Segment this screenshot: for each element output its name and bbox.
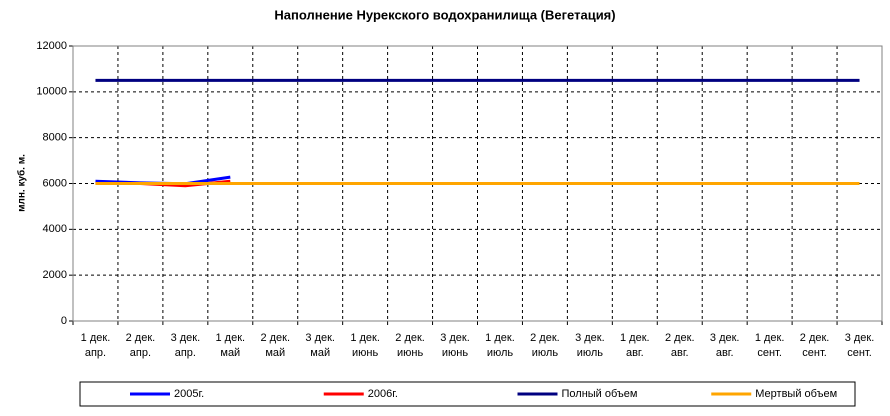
x-tick-label: 1 дек. авг.	[620, 332, 650, 359]
legend-label: 2005г.	[174, 388, 204, 400]
x-tick-label: 2 дек. май	[260, 332, 291, 359]
x-tick-label: 1 дек. апр.	[80, 332, 111, 359]
x-tick-label: 1 дек. сент.	[754, 332, 785, 359]
x-tick-label: 2 дек. июль	[530, 332, 560, 359]
x-tick-label: 1 дек. июль	[485, 332, 515, 359]
x-tick-label: 1 дек. июнь	[350, 332, 380, 359]
x-tick-label: 3 дек. апр.	[170, 332, 201, 359]
x-tick-label: 2 дек. сент.	[799, 332, 830, 359]
y-tick-label: 0	[61, 315, 67, 327]
y-tick-label: 6000	[43, 177, 67, 189]
x-tick-label: 3 дек. сент.	[844, 332, 875, 359]
x-tick-label: 3 дек. авг.	[709, 332, 740, 359]
y-axis-label: млн. куб. м.	[16, 154, 28, 212]
y-tick-label: 4000	[43, 223, 67, 235]
y-tick-label: 2000	[43, 269, 67, 281]
y-tick-label: 12000	[36, 40, 67, 52]
x-tick-label: 2 дек. апр.	[125, 332, 156, 359]
x-tick-label: 2 дек. июнь	[395, 332, 425, 359]
x-tick-label: 3 дек. июль	[575, 332, 605, 359]
x-tick-label: 1 дек. май	[215, 332, 246, 359]
x-tick-label: 3 дек. июнь	[440, 332, 470, 359]
y-tick-label: 8000	[43, 132, 67, 144]
plot-frame	[72, 45, 883, 322]
legend-label: Мертвый объем	[755, 388, 837, 400]
chart-title: Наполнение Нурекского водохранилища (Вег…	[274, 7, 615, 22]
x-tick-label: 2 дек. авг.	[664, 332, 695, 359]
y-tick-label: 10000	[36, 86, 67, 98]
legend-label: 2006г.	[368, 388, 398, 400]
x-tick-label: 3 дек. май	[305, 332, 335, 359]
legend-label: Полный объем	[562, 388, 638, 400]
